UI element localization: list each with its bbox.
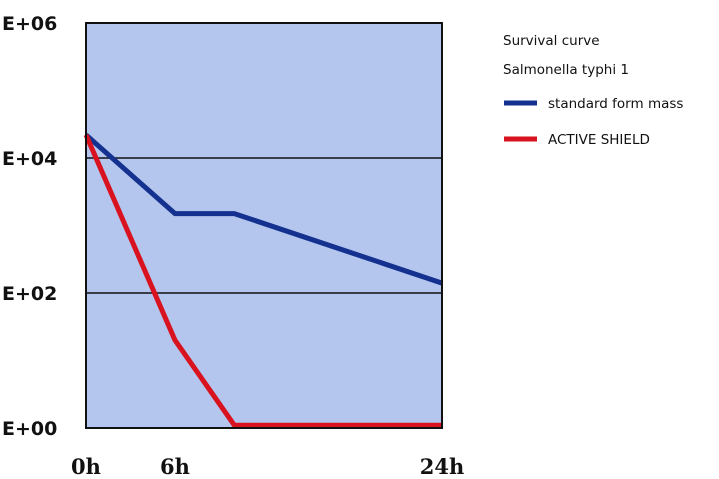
chart-subtitle: Salmonella typhi 1 (503, 62, 629, 78)
legend: Survival curve Salmonella typhi 1 standa… (503, 33, 683, 148)
x-axis-ticks: 0h 6h 24h (71, 454, 464, 479)
series-layer (83, 133, 443, 428)
grid-lines (86, 157, 442, 294)
series-line (83, 133, 442, 428)
legend-label: standard form mass (548, 96, 683, 112)
plot-frame (85, 22, 443, 429)
series-line (84, 133, 443, 286)
y-tick-label: E+00 (2, 418, 57, 440)
y-tick-label: E+04 (2, 148, 57, 170)
x-tick-label: 24h (420, 454, 465, 479)
y-axis-ticks: E+00 E+02 E+04 E+06 (2, 13, 57, 440)
y-tick-label: E+02 (2, 283, 57, 305)
legend-label: ACTIVE SHIELD (548, 132, 650, 148)
legend-entries: standard form mass ACTIVE SHIELD (504, 96, 683, 148)
x-tick-label: 0h (71, 454, 101, 479)
x-tick-label: 6h (160, 454, 190, 479)
y-tick-label: E+06 (2, 13, 57, 35)
chart-title: Survival curve (503, 33, 600, 49)
